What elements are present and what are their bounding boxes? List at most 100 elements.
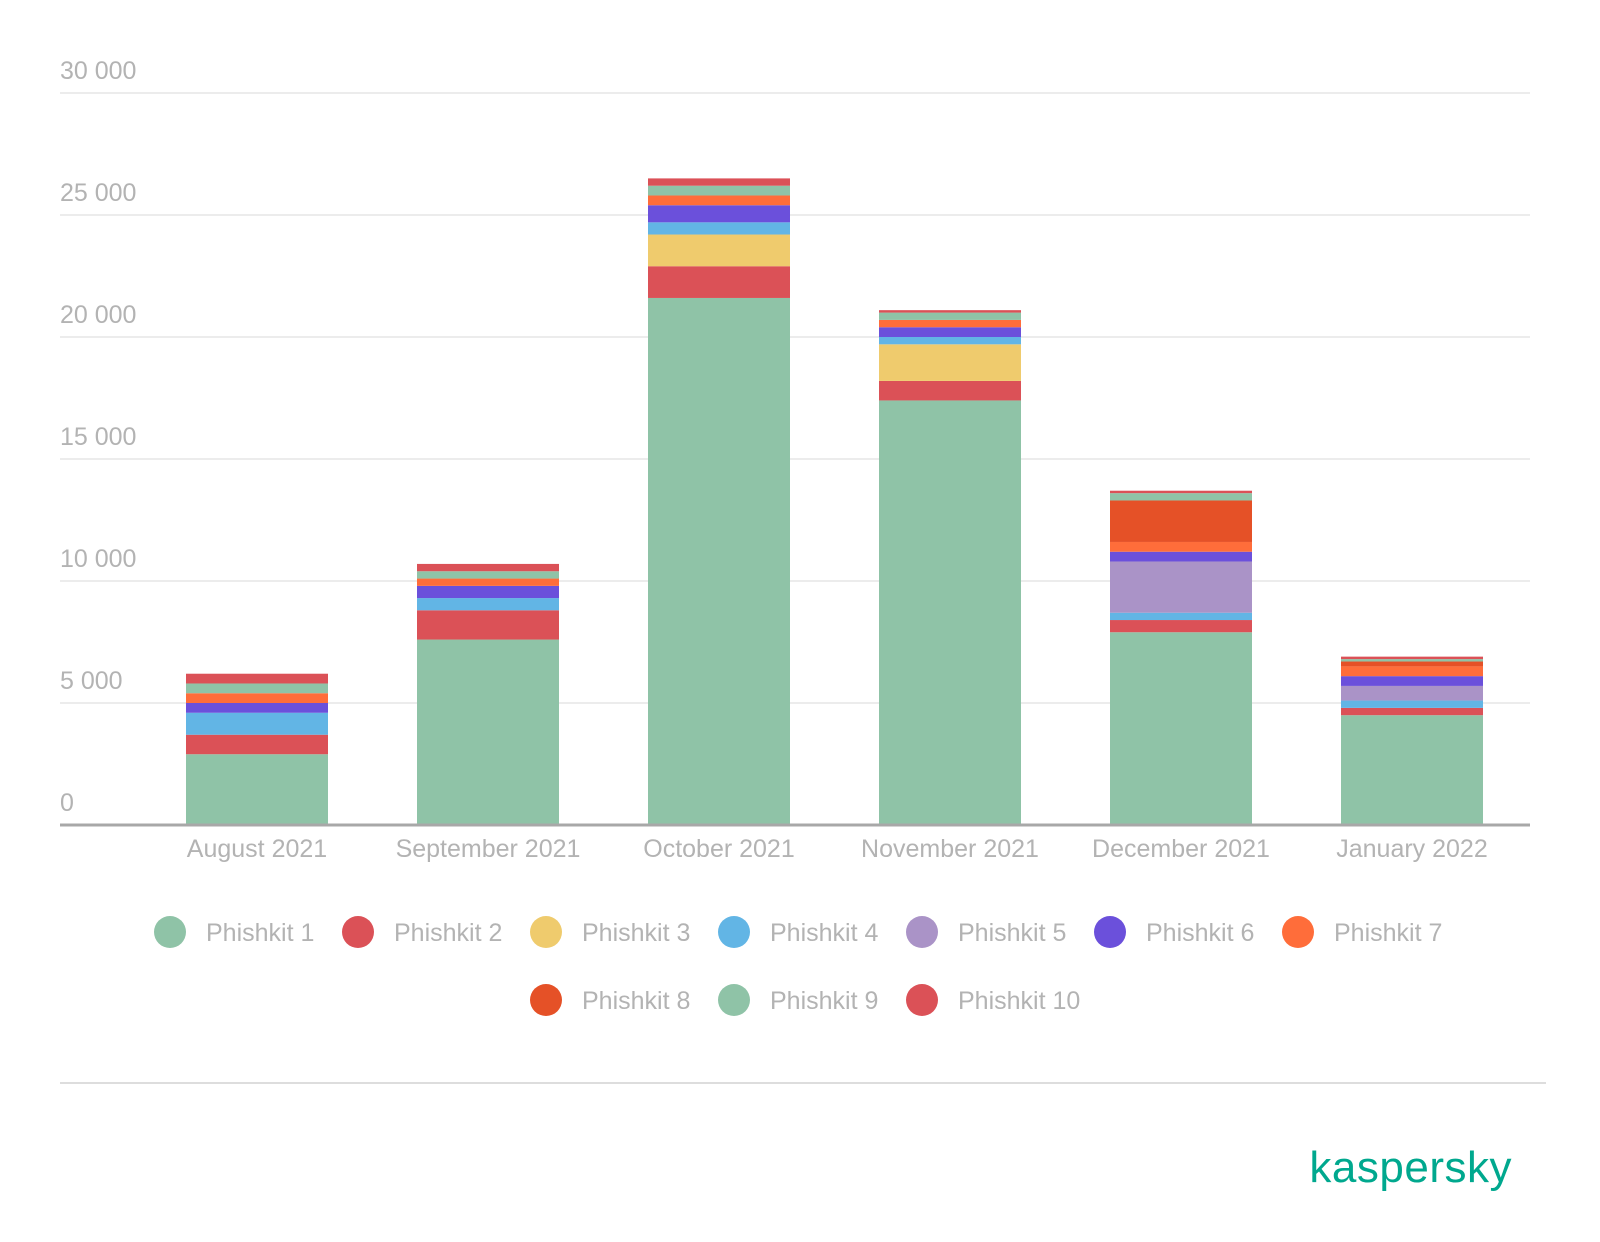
legend-label: Phishkit 8 [582, 987, 690, 1015]
bar-segment [1110, 612, 1252, 621]
bar-segment [186, 673, 328, 684]
x-tick-label: October 2021 [643, 835, 795, 863]
legend-item: Phishkit 10 [906, 984, 1080, 1016]
bar-segment [648, 234, 790, 267]
legend-label: Phishkit 7 [1334, 919, 1442, 947]
bar-segment [648, 195, 790, 206]
x-tick-label: December 2021 [1092, 835, 1270, 863]
bar-segment [186, 683, 328, 694]
legend-swatch [718, 916, 750, 948]
bar-stack [1341, 656, 1483, 825]
y-tick-label: 15 000 [60, 423, 136, 451]
legend: Phishkit 1 Phishkit 2 Phishkit 3 Phishkit 4… [154, 916, 1442, 1016]
bar-segment [417, 610, 559, 640]
legend-label: Phishkit 2 [394, 919, 502, 947]
x-tick-label: August 2021 [187, 835, 327, 863]
bar-segment [1341, 659, 1483, 662]
legend-item: Phishkit 7 [1282, 916, 1442, 948]
bar-segment [1341, 661, 1483, 667]
legend-swatch [530, 984, 562, 1016]
bar-segment [879, 327, 1021, 337]
legend-item: Phishkit 1 [154, 916, 314, 948]
bars [186, 178, 1483, 826]
legend-swatch [718, 984, 750, 1016]
y-tick-label: 25 000 [60, 179, 136, 207]
bar-stack [186, 673, 328, 825]
bar-segment [1341, 666, 1483, 677]
legend-swatch [1282, 916, 1314, 948]
bar-segment [648, 205, 790, 223]
bar-segment [417, 598, 559, 611]
bar-segment [1110, 620, 1252, 633]
legend-item: Phishkit 6 [1094, 916, 1254, 948]
bar-segment [648, 297, 790, 826]
y-tick-label: 30 000 [60, 57, 136, 85]
bar-segment [186, 712, 328, 735]
x-tick-label: September 2021 [396, 835, 581, 863]
legend-label: Phishkit 3 [582, 919, 690, 947]
bar-segment [186, 734, 328, 755]
bar-segment [186, 703, 328, 713]
bar-segment [1110, 632, 1252, 825]
legend-swatch [1094, 916, 1126, 948]
legend-label: Phishkit 9 [770, 987, 878, 1015]
y-tick-label: 5 000 [60, 667, 123, 695]
legend-item: Phishkit 3 [530, 916, 690, 948]
legend-label: Phishkit 6 [1146, 919, 1254, 947]
bar-segment [879, 310, 1021, 313]
bar-segment [879, 312, 1021, 320]
bar-segment [417, 639, 559, 825]
bar-segment [1110, 551, 1252, 562]
bar-segment [648, 266, 790, 298]
bar-segment [648, 178, 790, 186]
bar-segment [648, 185, 790, 196]
bar-segment [648, 222, 790, 235]
bar-segment [417, 585, 559, 599]
legend-swatch [342, 916, 374, 948]
bar-segment [186, 693, 328, 703]
kaspersky-logo: kaspersky [1309, 1143, 1512, 1192]
legend-item: Phishkit 4 [718, 916, 878, 948]
legend-label: Phishkit 1 [206, 919, 314, 947]
x-tick-label: November 2021 [861, 835, 1039, 863]
bar-segment [417, 571, 559, 579]
bar-segment [1341, 707, 1483, 716]
bar-segment [186, 754, 328, 825]
bar-segment [1341, 715, 1483, 825]
legend-label: Phishkit 10 [958, 987, 1080, 1015]
bar-segment [1110, 490, 1252, 494]
bar-segment [879, 319, 1021, 328]
bar-segment [879, 380, 1021, 401]
bar-stack [1110, 490, 1252, 825]
legend-label: Phishkit 5 [958, 919, 1066, 947]
legend-item: Phishkit 2 [342, 916, 502, 948]
bar-stack [879, 310, 1021, 825]
x-axis-category-labels: August 2021 September 2021 October 2021 Nov… [187, 835, 1488, 863]
legend-item: Phishkit 5 [906, 916, 1066, 948]
bar-segment [1341, 685, 1483, 701]
bar-segment [1110, 541, 1252, 552]
y-axis-tick-labels: 0 5 000 10 000 15 000 20 000 25 000 30 000 [60, 57, 136, 817]
bar-segment [879, 400, 1021, 825]
y-tick-label: 10 000 [60, 545, 136, 573]
legend-swatch [906, 984, 938, 1016]
bar-segment [1110, 561, 1252, 613]
bar-segment [1110, 493, 1252, 501]
bar-segment [1341, 700, 1483, 708]
legend-swatch [906, 916, 938, 948]
bar-segment [417, 563, 559, 572]
bar-stack [417, 563, 559, 825]
legend-swatch [154, 916, 186, 948]
bar-segment [1110, 500, 1252, 542]
bar-segment [879, 337, 1021, 345]
bar-stack [648, 178, 790, 826]
bar-segment [879, 344, 1021, 381]
legend-item: Phishkit 8 [530, 984, 690, 1016]
bar-segment [417, 578, 559, 586]
bar-segment [1341, 656, 1483, 660]
x-tick-label: January 2022 [1336, 835, 1488, 863]
legend-swatch [530, 916, 562, 948]
y-tick-label: 0 [60, 789, 74, 817]
legend-item: Phishkit 9 [718, 984, 878, 1016]
